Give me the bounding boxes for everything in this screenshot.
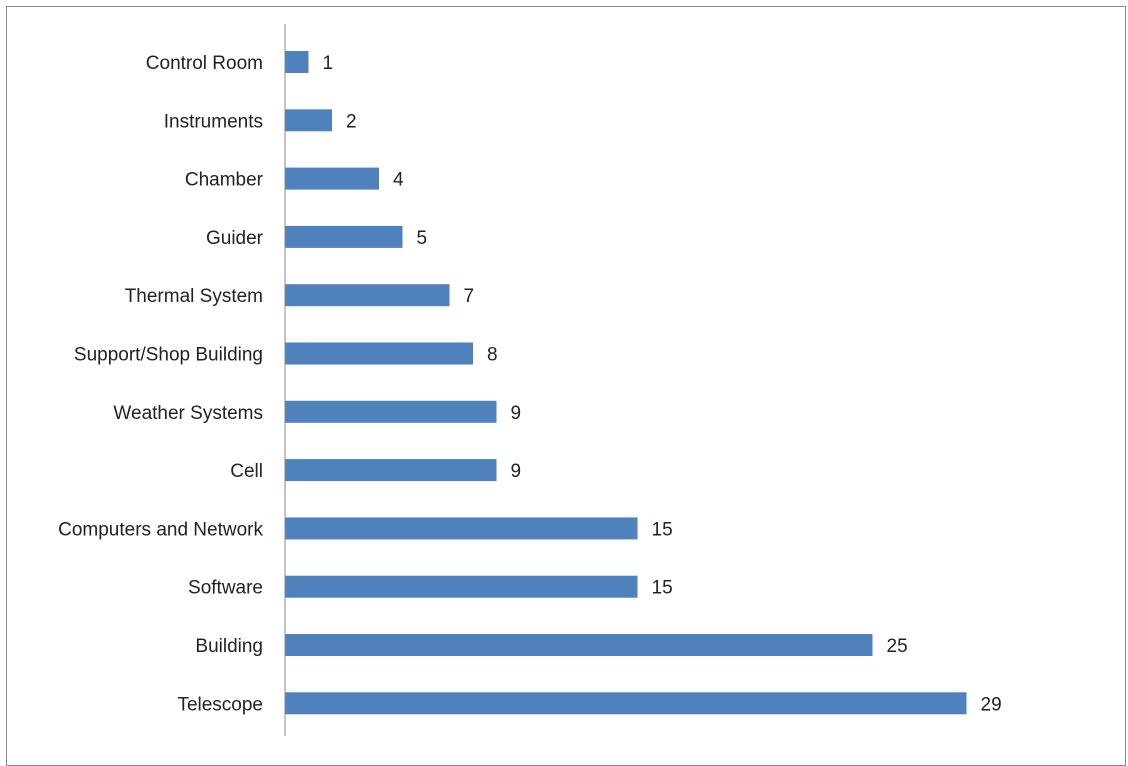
bar-support-shop-building bbox=[285, 342, 473, 365]
category-label: Guider bbox=[206, 228, 264, 249]
bars-layer bbox=[285, 51, 967, 715]
bar-cell bbox=[285, 459, 497, 482]
data-label: 29 bbox=[981, 694, 1002, 715]
category-label: Instruments bbox=[164, 111, 263, 132]
data-label: 7 bbox=[464, 286, 475, 307]
data-label: 9 bbox=[511, 461, 522, 482]
bar-control-room bbox=[285, 51, 309, 73]
bar-guider bbox=[285, 225, 403, 248]
data-label: 9 bbox=[511, 403, 522, 424]
bar-instruments bbox=[285, 109, 332, 132]
data-label: 4 bbox=[393, 170, 404, 191]
bar-computers-and-network bbox=[285, 517, 638, 540]
data-label: 2 bbox=[346, 111, 357, 132]
category-label: Cell bbox=[230, 461, 263, 482]
category-label: Computers and Network bbox=[58, 519, 263, 540]
category-label: Weather Systems bbox=[113, 403, 263, 424]
bar-telescope bbox=[285, 692, 967, 715]
data-label: 1 bbox=[323, 53, 334, 74]
bar-weather-systems bbox=[285, 400, 497, 423]
bar-software bbox=[285, 575, 638, 598]
data-label: 15 bbox=[652, 578, 673, 599]
bar-thermal-system bbox=[285, 284, 450, 307]
category-label: Software bbox=[188, 578, 263, 599]
data-label: 15 bbox=[652, 519, 673, 540]
bar-chamber bbox=[285, 167, 379, 190]
category-label: Thermal System bbox=[125, 286, 263, 307]
data-label: 5 bbox=[417, 228, 428, 249]
category-label: Telescope bbox=[177, 694, 263, 715]
category-label: Support/Shop Building bbox=[74, 345, 263, 366]
category-label: Control Room bbox=[146, 53, 263, 74]
category-label: Chamber bbox=[185, 170, 264, 191]
labels-layer: Control Room 1 Instruments 2 Chamber 4 Guider 5… bbox=[58, 53, 1002, 715]
bar-building bbox=[285, 634, 873, 656]
category-label: Building bbox=[195, 636, 263, 657]
data-label: 25 bbox=[887, 636, 908, 657]
data-label: 8 bbox=[487, 345, 498, 366]
